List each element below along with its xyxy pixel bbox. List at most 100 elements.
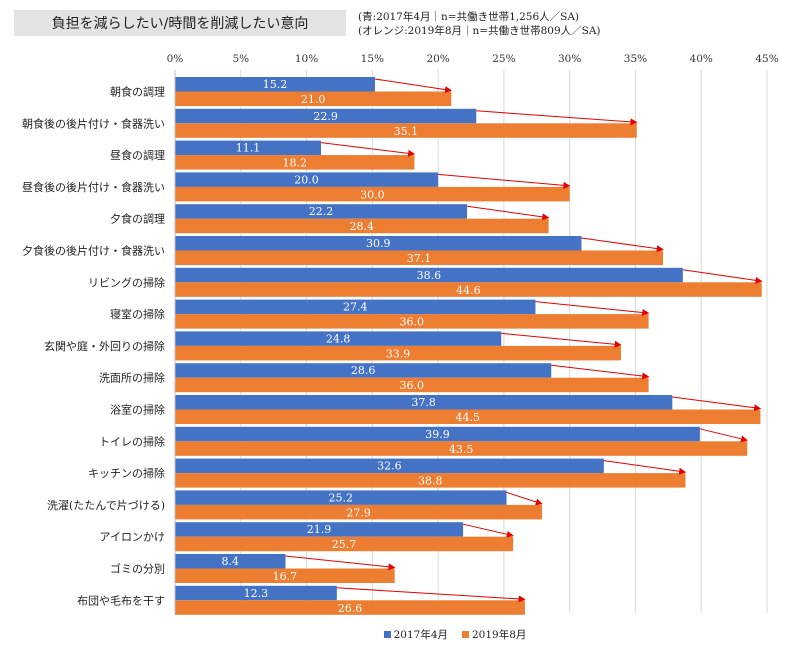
- bar-2019: [175, 536, 514, 552]
- change-arrow: [581, 237, 664, 253]
- data-label-2019: 18.2: [282, 157, 307, 170]
- data-label-2017: 39.9: [425, 428, 450, 441]
- legend-swatch-2019: [462, 631, 469, 638]
- bar-2017: [175, 395, 673, 410]
- bar-2019: [175, 250, 664, 265]
- data-label-2019: 30.0: [360, 188, 385, 201]
- change-arrow: [374, 78, 452, 94]
- data-label-2017: 21.9: [307, 523, 332, 536]
- change-arrow: [501, 332, 622, 348]
- x-tick-label: 0%: [167, 53, 184, 65]
- data-label-2019: 16.7: [273, 570, 298, 583]
- x-tick-label: 40%: [690, 53, 713, 65]
- data-label-2017: 32.6: [377, 460, 402, 473]
- bar-2017: [175, 299, 536, 315]
- x-tick-label: 45%: [755, 53, 778, 65]
- change-arrow: [535, 301, 650, 316]
- category-label: ゴミの分別: [110, 562, 165, 576]
- category-label: 朝食の調理: [110, 85, 165, 99]
- x-tick-label: 10%: [295, 53, 318, 65]
- category-label: トイレの掃除: [99, 434, 165, 448]
- category-label: 昼食の調理: [110, 148, 165, 162]
- bar-2019: [175, 345, 621, 361]
- bar-2019: [175, 473, 686, 488]
- bar-2019: [175, 409, 761, 424]
- data-label-2019: 21.0: [301, 93, 326, 106]
- data-label-2017: 22.2: [309, 205, 334, 218]
- bar-2017: [175, 585, 337, 601]
- category-label: 朝食後の後片付け・食器洗い: [22, 116, 165, 130]
- legend-item-2019: 2019年8月: [462, 627, 526, 642]
- change-arrow: [466, 205, 550, 221]
- category-label: 昼食後の後片付け・食器洗い: [22, 180, 165, 194]
- change-arrow: [320, 142, 416, 157]
- data-label-2019: 28.4: [350, 220, 375, 233]
- bar-2017: [175, 172, 439, 187]
- bar-chart: 0% 5% 10% 15% 20% 25% 30% 35% 40% 45% 朝食の調理 15.2 21.…: [22, 53, 779, 615]
- data-label-2019: 44.6: [456, 284, 481, 297]
- data-label-2017: 38.6: [417, 269, 442, 282]
- change-arrow: [603, 460, 687, 475]
- category-label: キッチンの掃除: [88, 466, 165, 480]
- data-label-2017: 8.4: [222, 555, 240, 568]
- note-blue-series: (青:2017年4月｜n=共働き世帯1,256人／SA): [358, 11, 580, 23]
- bar-2017: [175, 363, 552, 378]
- data-label-2017: 28.6: [351, 364, 376, 377]
- note-orange-series: (オレンジ:2019年8月｜n=共働き世帯809人／SA): [358, 25, 601, 37]
- category-label: 布団や毛布を干す: [77, 594, 165, 607]
- legend-label-2017: 2017年4月: [393, 629, 448, 641]
- data-label-2019: 36.0: [400, 316, 425, 329]
- data-label-2017: 30.9: [366, 237, 391, 250]
- bar-2017: [175, 140, 322, 156]
- data-label-2019: 25.7: [332, 538, 357, 551]
- bar-2019: [175, 123, 637, 138]
- bar-2019: [175, 282, 762, 297]
- data-label-2017: 25.2: [329, 491, 354, 504]
- bar-2019: [175, 441, 748, 456]
- change-arrow: [438, 173, 571, 189]
- category-label: 洗面所の掃除: [99, 371, 165, 385]
- bar-2017: [175, 108, 477, 124]
- bar-2019: [175, 314, 649, 329]
- bar-2019: [175, 504, 543, 520]
- change-arrow: [336, 587, 526, 603]
- bar-2017: [175, 458, 604, 474]
- data-label-2019: 37.1: [407, 252, 432, 265]
- category-label: 寝室の掃除: [110, 307, 165, 321]
- bar-2019: [175, 155, 415, 170]
- data-label-2017: 12.3: [244, 587, 269, 600]
- category-label: 夕食の調理: [110, 212, 165, 226]
- change-arrow: [682, 269, 763, 284]
- bar-2017: [175, 77, 375, 92]
- x-tick-label: 5%: [232, 53, 249, 65]
- chart-title: 負担を減らしたい/時間を削減したい意向: [14, 10, 346, 36]
- data-label-2017: 37.8: [411, 396, 436, 409]
- bar-2019: [175, 91, 452, 106]
- bar-2017: [175, 426, 700, 442]
- legend-label-2019: 2019年8月: [472, 629, 527, 641]
- x-tick-label: 25%: [492, 53, 515, 65]
- legend-swatch-2017: [383, 631, 391, 638]
- data-label-2019: 33.9: [386, 347, 411, 360]
- change-arrow: [672, 396, 762, 412]
- legend-item-2017: 2017年4月: [383, 627, 448, 642]
- category-label: アイロンかけ: [100, 531, 165, 544]
- bar-2017: [175, 490, 507, 505]
- data-label-2019: 27.9: [346, 506, 371, 519]
- bar-2019: [175, 377, 649, 393]
- bar-2017: [175, 554, 286, 569]
- category-label: 夕食後の後片付け・食器洗い: [22, 244, 165, 258]
- change-arrow: [476, 110, 638, 126]
- data-label-2019: 38.8: [418, 475, 443, 488]
- bar-2019: [175, 568, 395, 583]
- x-tick-label: 35%: [624, 53, 647, 65]
- bar-2019: [175, 186, 570, 202]
- x-tick-label: 20%: [426, 53, 449, 65]
- bar-2017: [175, 331, 502, 346]
- data-label-2019: 44.5: [455, 411, 480, 424]
- bar-2017: [175, 522, 464, 537]
- data-label-2017: 15.2: [263, 78, 288, 91]
- change-arrow: [462, 523, 514, 538]
- x-tick-label: 30%: [558, 53, 581, 65]
- data-label-2019: 35.1: [394, 125, 419, 138]
